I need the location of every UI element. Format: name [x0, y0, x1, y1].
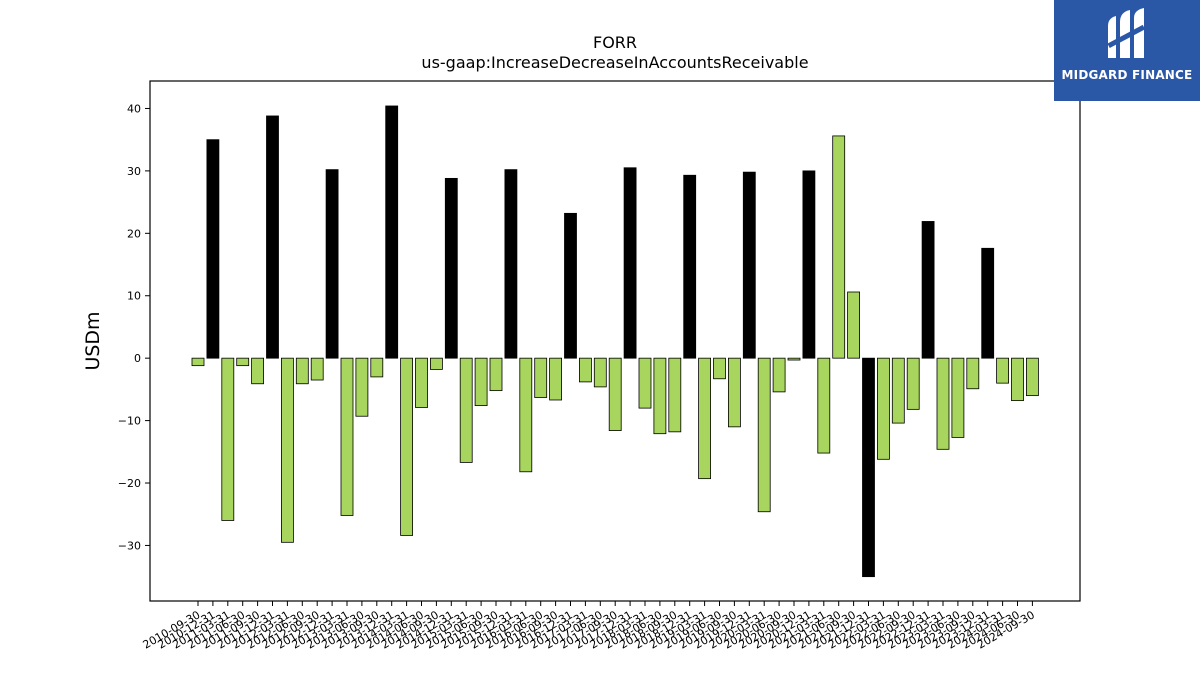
bar-2012-12-31 — [325, 169, 339, 359]
bar-2012-09-30 — [310, 357, 324, 381]
bar-2023-12-31 — [981, 247, 995, 359]
bar-2022-06-30 — [891, 357, 905, 424]
bar-2016-06-30 — [534, 357, 548, 398]
bar-2017-12-31 — [623, 167, 637, 359]
bar-2023-09-30 — [966, 357, 980, 390]
bar-2012-06-30 — [295, 357, 309, 385]
bar-2012-03-31 — [280, 357, 294, 543]
chart-title: FORR — [593, 33, 637, 52]
bar-2014-03-31 — [400, 357, 414, 536]
y-axis: −30 −20 −10 0 10 20 30 40 — [118, 102, 150, 552]
bar-2013-06-30 — [355, 357, 369, 417]
bar-2015-12-31 — [504, 169, 518, 359]
y-tick-label: −10 — [118, 415, 141, 428]
chart-subtitle: us-gaap:IncreaseDecreaseInAccountsReceiv… — [421, 53, 808, 72]
bar-2024-03-31 — [996, 357, 1009, 384]
bar-2024-06-30 — [1011, 357, 1024, 402]
bar-2021-12-31 — [862, 357, 875, 578]
bar-2017-09-30 — [608, 357, 622, 431]
bar-2016-09-30 — [549, 357, 562, 401]
bar-2018-06-30 — [653, 357, 667, 435]
bar-2013-12-31 — [385, 105, 399, 359]
bar-2019-12-31 — [742, 171, 756, 359]
bar-2021-06-30 — [832, 135, 846, 359]
bar-2017-06-30 — [593, 357, 607, 388]
bar-2013-09-30 — [370, 357, 384, 378]
bar-2020-12-31 — [802, 170, 816, 359]
bar-2011-12-31 — [266, 115, 279, 359]
bars-group — [191, 105, 1039, 578]
bar-2021-03-31 — [817, 357, 831, 454]
bar-2018-03-31 — [638, 357, 652, 409]
y-tick-label: −30 — [118, 539, 141, 552]
bar-2023-03-31 — [936, 357, 950, 450]
bar-2022-12-31 — [921, 221, 935, 359]
bar-2024-09-30 — [1026, 357, 1039, 397]
plot-frame — [149, 80, 1081, 602]
bar-2021-09-30 — [847, 291, 860, 359]
bar-2010-09-30 — [191, 357, 205, 367]
bar-2014-12-31 — [444, 177, 458, 359]
bar-2013-03-31 — [340, 357, 354, 516]
y-tick-label: −20 — [118, 477, 141, 490]
bar-2015-03-31 — [459, 357, 473, 463]
bar-2010-12-31 — [206, 139, 220, 359]
bar-2015-06-30 — [474, 357, 488, 407]
bar-2017-03-31 — [579, 357, 592, 383]
y-tick-label: 20 — [127, 227, 141, 240]
bar-2020-06-30 — [772, 357, 786, 393]
y-tick-label: 30 — [127, 165, 141, 178]
brand-logo: MIDGARD FINANCE — [1054, 0, 1200, 101]
bar-2011-03-31 — [221, 357, 235, 521]
bar-2011-06-30 — [236, 357, 250, 367]
bar-2016-12-31 — [564, 212, 577, 359]
bar-2023-06-30 — [951, 357, 965, 438]
bar-2014-09-30 — [429, 357, 443, 370]
logo-text: MIDGARD FINANCE — [1061, 68, 1193, 82]
bar-2016-03-31 — [519, 357, 533, 473]
bar-2022-09-30 — [906, 357, 920, 410]
bar-2018-09-30 — [668, 357, 682, 433]
bar-2019-03-31 — [698, 357, 711, 480]
logo-mark-icon — [1107, 8, 1146, 58]
bar-2015-09-30 — [489, 357, 503, 392]
y-tick-label: 10 — [127, 290, 141, 303]
bar-2022-03-31 — [877, 357, 890, 460]
bar-2019-09-30 — [728, 357, 741, 428]
bar-2018-12-31 — [683, 174, 697, 359]
y-tick-label: 40 — [127, 102, 141, 115]
bar-2011-09-30 — [251, 357, 265, 385]
bar-2020-09-30 — [787, 357, 801, 361]
bar-2014-06-30 — [415, 357, 428, 408]
y-axis-label: USDm — [82, 311, 104, 370]
bar-2020-03-31 — [757, 357, 771, 513]
x-axis: 2010-09-302010-12-312011-03-312011-06-30… — [141, 601, 1037, 652]
bar-2019-06-30 — [713, 357, 726, 380]
y-tick-label: 0 — [134, 352, 141, 365]
